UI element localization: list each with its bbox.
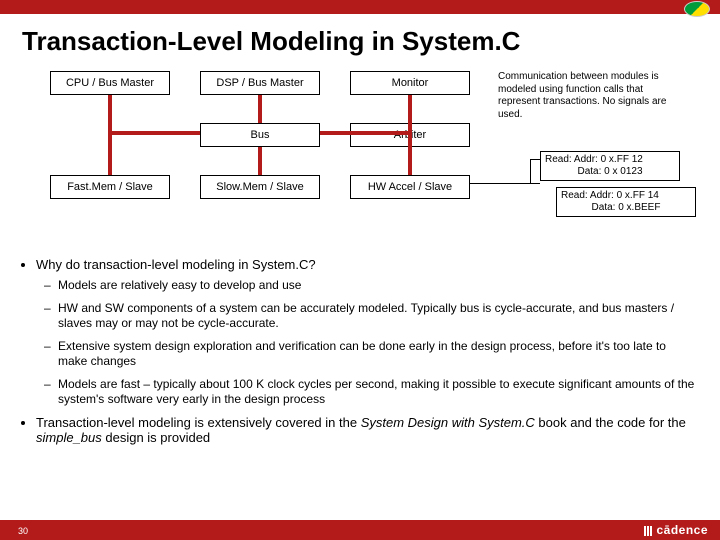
- bullet-0-sub-1: HW and SW components of a system can be …: [58, 301, 696, 331]
- box-bus: Bus: [200, 123, 320, 147]
- flag-icon: [684, 1, 710, 17]
- connector-5: [108, 135, 112, 175]
- connector-1: [258, 95, 262, 123]
- connector-7: [408, 135, 412, 175]
- logo-text: cādence: [656, 523, 708, 537]
- callout-line-1: [530, 159, 540, 160]
- slide: Transaction-Level Modeling in System.C C…: [0, 0, 720, 540]
- footer-bar: 30 cādence: [0, 520, 720, 540]
- box-dsp: DSP / Bus Master: [200, 71, 320, 95]
- box-fast: Fast.Mem / Slave: [50, 175, 170, 199]
- connector-0: [108, 95, 112, 131]
- bullet-0-sub-3: Models are fast – typically about 100 K …: [58, 377, 696, 407]
- diagram-area: CPU / Bus Master DSP / Bus Master Monitor B…: [20, 71, 700, 241]
- bullet-0: Why do transaction-level modeling in Sys…: [36, 257, 696, 407]
- connector-6: [258, 147, 262, 175]
- connector-4: [320, 131, 412, 135]
- page-number: 30: [18, 526, 28, 536]
- bullet-list: Why do transaction-level modeling in Sys…: [36, 257, 696, 445]
- callout-0: Read: Addr: 0 x.FF 12Data: 0 x 0123: [540, 151, 680, 181]
- box-slow: Slow.Mem / Slave: [200, 175, 320, 199]
- connector-2: [408, 95, 412, 131]
- connector-3: [108, 131, 200, 135]
- logo: cādence: [644, 523, 708, 537]
- bullet-0-sub-0: Models are relatively easy to develop an…: [58, 278, 696, 293]
- callout-line-2: [530, 159, 531, 184]
- box-hw: HW Accel / Slave: [350, 175, 470, 199]
- slide-title: Transaction-Level Modeling in System.C: [22, 26, 720, 57]
- bullet-1: Transaction-level modeling is extensivel…: [36, 415, 696, 445]
- side-note: Communication between modules is modeled…: [498, 71, 688, 121]
- callout-1: Read: Addr: 0 x.FF 14Data: 0 x.BEEF: [556, 187, 696, 217]
- top-bar: [0, 0, 720, 14]
- box-monitor: Monitor: [350, 71, 470, 95]
- box-cpu: CPU / Bus Master: [50, 71, 170, 95]
- bullet-0-sub-2: Extensive system design exploration and …: [58, 339, 696, 369]
